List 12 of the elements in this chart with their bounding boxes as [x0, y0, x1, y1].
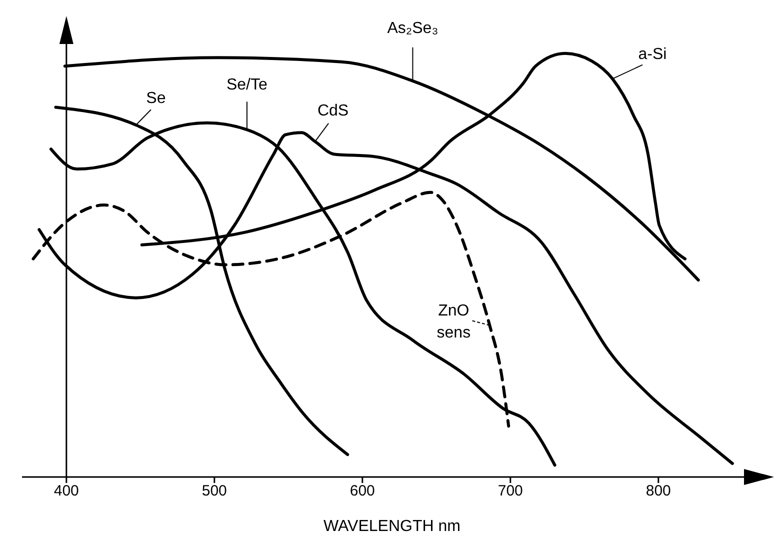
x-tick-label: 700 [498, 482, 523, 500]
x-axis-title: WAVELENGTH nm [324, 518, 460, 535]
series-label: CdS [317, 102, 349, 120]
x-tick-label: 800 [646, 482, 671, 500]
text: As₂Se₃ [387, 20, 438, 37]
series-label: Se [146, 90, 166, 107]
series-label: a-Si [638, 46, 667, 63]
series-label: Se/Te [226, 76, 268, 94]
x-tick-label: 400 [54, 482, 79, 500]
x-tick-label: 500 [202, 482, 227, 500]
x-tick-label: 600 [350, 482, 375, 500]
legend-label: ZnO sens [436, 302, 471, 342]
